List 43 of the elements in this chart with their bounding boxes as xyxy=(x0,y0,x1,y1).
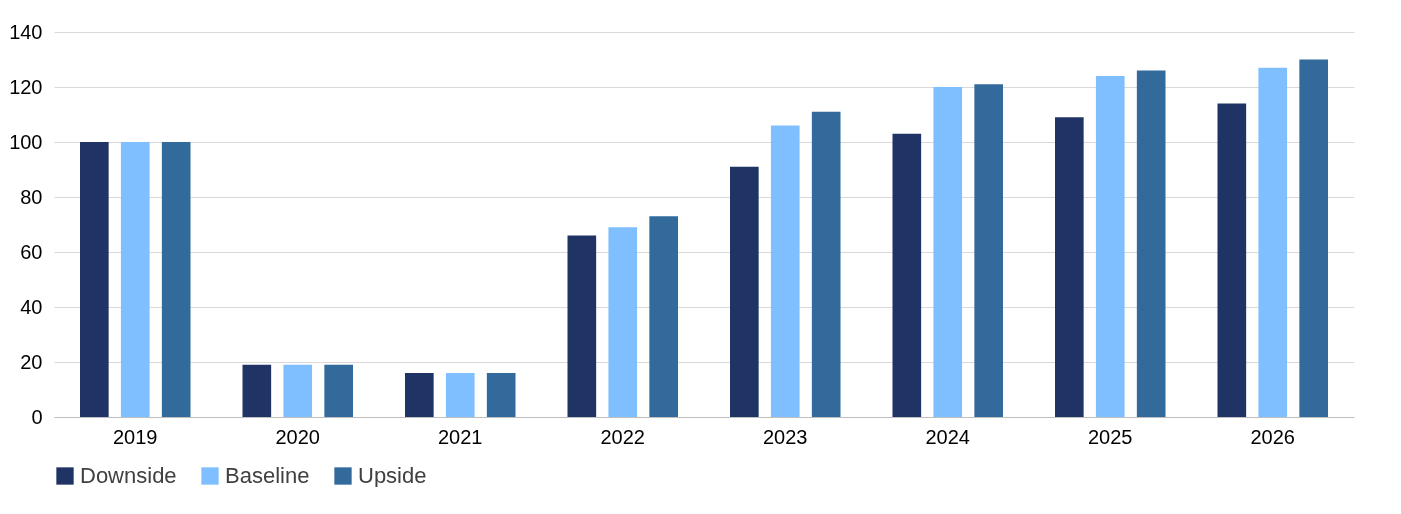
x-tick-label: 2024 xyxy=(925,425,970,448)
x-tick-label: 2019 xyxy=(113,425,158,448)
y-tick-label: 0 xyxy=(31,405,43,428)
bar xyxy=(1258,67,1288,417)
legend-label: Baseline xyxy=(225,463,310,488)
y-tick-label: 20 xyxy=(20,350,43,373)
bar xyxy=(486,373,516,417)
bar xyxy=(445,373,475,417)
bar xyxy=(567,235,597,417)
bar xyxy=(1217,103,1247,417)
y-tick-label: 120 xyxy=(9,75,43,98)
bar xyxy=(811,111,841,417)
bar xyxy=(608,227,638,417)
y-tick-label: 140 xyxy=(9,20,43,43)
y-tick-label: 40 xyxy=(20,295,43,318)
bar xyxy=(1095,76,1125,417)
x-tick-label: 2023 xyxy=(763,425,808,448)
bar xyxy=(242,364,272,417)
x-tick-label: 2026 xyxy=(1250,425,1295,448)
legend-label: Upside xyxy=(358,463,427,488)
bar xyxy=(933,87,963,417)
x-tick-label: 2020 xyxy=(275,425,320,448)
bar xyxy=(892,133,922,417)
bar xyxy=(120,142,150,417)
y-tick-label: 80 xyxy=(20,185,43,208)
bar xyxy=(283,364,313,417)
bar xyxy=(730,166,759,417)
y-tick-label: 100 xyxy=(9,130,43,153)
bar xyxy=(161,142,191,417)
x-tick-label: 2021 xyxy=(438,425,483,448)
bar xyxy=(1055,117,1084,417)
y-tick-label: 60 xyxy=(20,240,43,263)
bar xyxy=(649,216,678,417)
bar xyxy=(1136,70,1166,417)
bar xyxy=(1299,59,1328,417)
x-tick-label: 2025 xyxy=(1088,425,1133,448)
bar xyxy=(974,84,1003,417)
bar xyxy=(770,125,800,417)
bar xyxy=(405,373,434,417)
x-tick-label: 2022 xyxy=(600,425,645,448)
legend-label: Downside xyxy=(80,463,177,488)
bar xyxy=(80,142,109,417)
bar xyxy=(324,364,353,417)
